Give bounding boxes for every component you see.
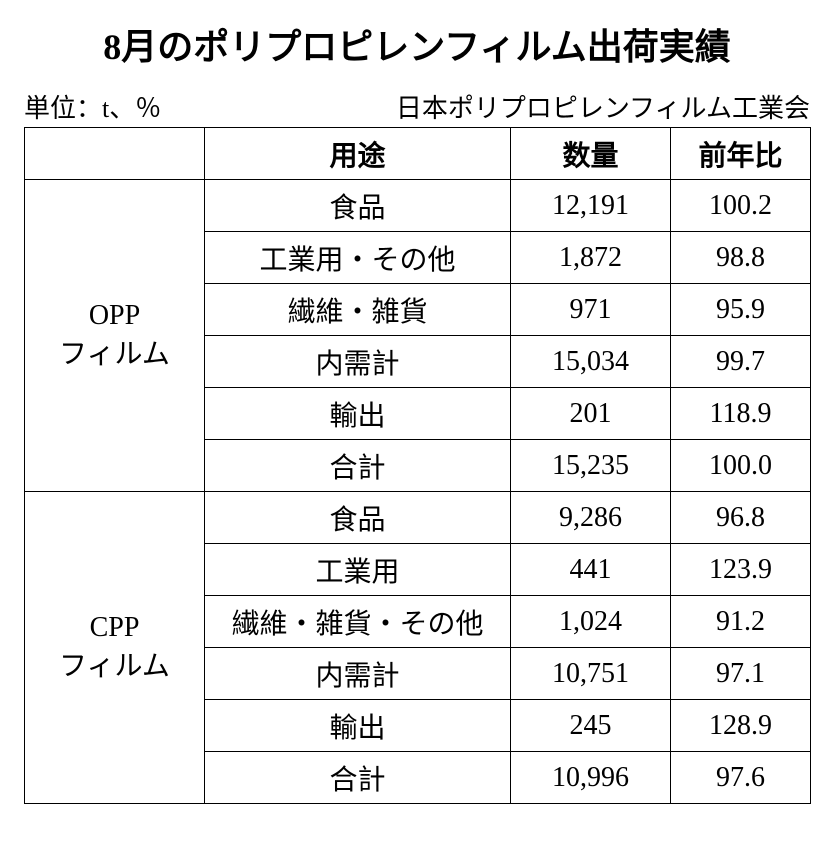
quantity-cell: 971 xyxy=(511,284,671,336)
table-body: OPP フィルム 食品 12,191 100.2 工業用・その他 1,872 9… xyxy=(25,180,811,804)
source-label: 日本ポリプロピレンフィルム工業会 xyxy=(396,88,810,125)
yoy-cell: 95.9 xyxy=(671,284,811,336)
header-yoy: 前年比 xyxy=(671,128,811,180)
table-header-row: 用途 数量 前年比 xyxy=(25,128,811,180)
category-line: CPP xyxy=(31,612,198,644)
quantity-cell: 10,996 xyxy=(511,752,671,804)
yoy-cell: 99.7 xyxy=(671,336,811,388)
quantity-cell: 1,872 xyxy=(511,232,671,284)
use-cell: 繊維・雑貨・その他 xyxy=(205,596,511,648)
quantity-cell: 15,034 xyxy=(511,336,671,388)
use-cell: 内需計 xyxy=(205,336,511,388)
use-cell: 内需計 xyxy=(205,648,511,700)
use-cell: 工業用 xyxy=(205,544,511,596)
unit-label: 単位：t、％ xyxy=(24,88,161,125)
category-line: フィルム xyxy=(31,644,198,684)
quantity-cell: 12,191 xyxy=(511,180,671,232)
header-quantity: 数量 xyxy=(511,128,671,180)
header-category xyxy=(25,128,205,180)
quantity-cell: 10,751 xyxy=(511,648,671,700)
quantity-cell: 201 xyxy=(511,388,671,440)
yoy-cell: 100.2 xyxy=(671,180,811,232)
category-cell-opp: OPP フィルム xyxy=(25,180,205,492)
use-cell: 工業用・その他 xyxy=(205,232,511,284)
use-cell: 輸出 xyxy=(205,388,511,440)
category-cell-cpp: CPP フィルム xyxy=(25,492,205,804)
table-row: OPP フィルム 食品 12,191 100.2 xyxy=(25,180,811,232)
table-row: CPP フィルム 食品 9,286 96.8 xyxy=(25,492,811,544)
quantity-cell: 15,235 xyxy=(511,440,671,492)
quantity-cell: 441 xyxy=(511,544,671,596)
quantity-cell: 245 xyxy=(511,700,671,752)
yoy-cell: 123.9 xyxy=(671,544,811,596)
yoy-cell: 91.2 xyxy=(671,596,811,648)
quantity-cell: 9,286 xyxy=(511,492,671,544)
quantity-cell: 1,024 xyxy=(511,596,671,648)
yoy-cell: 128.9 xyxy=(671,700,811,752)
use-cell: 食品 xyxy=(205,492,511,544)
use-cell: 合計 xyxy=(205,752,511,804)
yoy-cell: 97.6 xyxy=(671,752,811,804)
yoy-cell: 98.8 xyxy=(671,232,811,284)
yoy-cell: 97.1 xyxy=(671,648,811,700)
category-line: フィルム xyxy=(31,332,198,372)
page-title: 8月のポリプロピレンフィルム出荷実績 xyxy=(24,18,810,70)
use-cell: 合計 xyxy=(205,440,511,492)
category-line: OPP xyxy=(31,300,198,332)
meta-row: 単位：t、％ 日本ポリプロピレンフィルム工業会 xyxy=(24,88,810,125)
yoy-cell: 100.0 xyxy=(671,440,811,492)
yoy-cell: 96.8 xyxy=(671,492,811,544)
use-cell: 食品 xyxy=(205,180,511,232)
shipment-table: 用途 数量 前年比 OPP フィルム 食品 12,191 100.2 工業用・そ… xyxy=(24,127,811,804)
use-cell: 輸出 xyxy=(205,700,511,752)
yoy-cell: 118.9 xyxy=(671,388,811,440)
header-use: 用途 xyxy=(205,128,511,180)
use-cell: 繊維・雑貨 xyxy=(205,284,511,336)
